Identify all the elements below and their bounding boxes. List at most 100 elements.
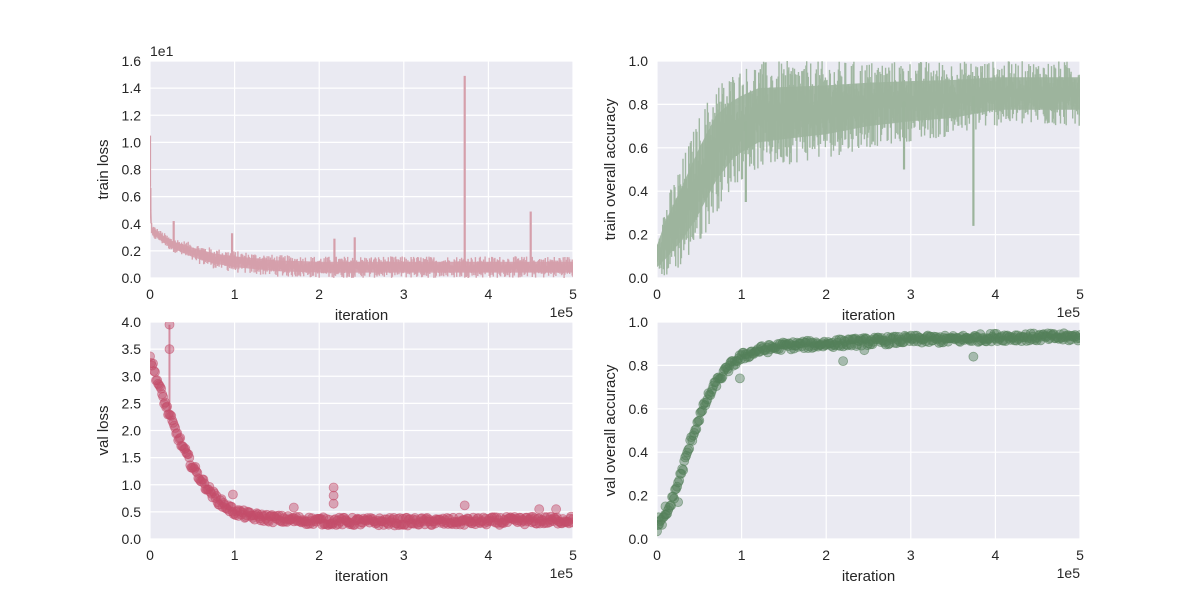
- y-tick-label: 0.0: [122, 531, 142, 547]
- data-point-outlier: [534, 504, 545, 515]
- x-tick-label: 0: [146, 286, 154, 302]
- data-point: [679, 456, 690, 467]
- data-point: [158, 391, 169, 402]
- data-point-outlier: [227, 489, 238, 500]
- y-tick-label: 0.4: [122, 216, 142, 232]
- y-tick-label: 0.0: [629, 531, 649, 547]
- y-tick-label: 0.2: [122, 243, 142, 259]
- x-exponent-label: 1e5: [1057, 304, 1081, 320]
- x-exponent-label: 1e5: [550, 565, 574, 581]
- x-tick-label: 4: [992, 547, 1000, 563]
- x-tick-label: 3: [907, 547, 915, 563]
- data-point: [226, 501, 237, 512]
- data-point: [180, 443, 191, 454]
- data-point-outlier: [657, 512, 664, 523]
- series-train-loss: [150, 75, 573, 278]
- data-point-outlier: [328, 498, 339, 509]
- y-axis-label: val overall accuracy: [602, 364, 619, 496]
- y-exponent-label: 1e1: [150, 43, 174, 59]
- x-tick-label: 1: [738, 547, 746, 563]
- y-tick-label: 0.0: [122, 270, 142, 286]
- x-tick-label: 2: [315, 547, 323, 563]
- x-tick-label: 5: [569, 547, 577, 563]
- x-tick-label: 5: [569, 286, 577, 302]
- x-axis-label: iteration: [842, 568, 895, 585]
- y-tick-label: 1.4: [122, 80, 142, 96]
- y-tick-label: 0.4: [629, 183, 649, 199]
- y-tick-label: 1.5: [122, 450, 142, 466]
- x-tick-label: 0: [653, 286, 661, 302]
- x-tick-label: 5: [1076, 547, 1084, 563]
- x-exponent-label: 1e5: [550, 304, 574, 320]
- x-tick-label: 4: [992, 286, 1000, 302]
- x-tick-label: 3: [400, 286, 408, 302]
- x-tick-label: 5: [1076, 286, 1084, 302]
- x-axis-label: iteration: [335, 307, 388, 324]
- y-axis-label: val loss: [95, 405, 112, 455]
- x-tick-label: 2: [315, 286, 323, 302]
- y-tick-label: 2.5: [122, 395, 142, 411]
- y-tick-label: 0.2: [629, 488, 649, 504]
- y-tick-label: 1.2: [122, 107, 142, 123]
- data-point-outlier: [459, 500, 470, 511]
- x-tick-label: 0: [146, 547, 154, 563]
- y-tick-label: 3.5: [122, 341, 142, 357]
- data-point-outlier: [735, 373, 745, 384]
- data-point-outlier: [660, 501, 671, 512]
- y-tick-label: 0.6: [629, 401, 649, 417]
- y-tick-label: 2.0: [122, 423, 142, 439]
- data-point-outlier: [288, 502, 299, 513]
- y-axis-label: train overall accuracy: [602, 98, 619, 240]
- x-tick-label: 1: [231, 286, 239, 302]
- data-point: [184, 452, 195, 463]
- data-point-outlier: [328, 482, 339, 493]
- y-tick-label: 1.0: [629, 314, 649, 330]
- panel-train-acc: 0 1 2 3 4 5 0.0 0.2 0.4 0.6 0.8 1.0 iteration train o…: [602, 53, 1084, 324]
- data-point: [183, 449, 194, 460]
- data-point-outlier: [838, 356, 848, 367]
- y-tick-label: 0.2: [629, 227, 649, 243]
- y-axis-label: train loss: [95, 139, 112, 199]
- data-point: [716, 373, 727, 384]
- data-point: [175, 432, 186, 443]
- y-tick-label: 1.0: [122, 477, 142, 493]
- x-tick-label: 4: [485, 286, 493, 302]
- x-tick-label: 1: [738, 286, 746, 302]
- data-point: [568, 514, 573, 524]
- data-point-outlier: [859, 345, 870, 356]
- x-tick-label: 3: [907, 286, 915, 302]
- y-tick-label: 0.0: [629, 270, 649, 286]
- panel-val-loss: 0 1 2 3 4 5 0.0 0.5 1.0 1.5 2.0 2.5 3.0 3.5 4.0 iterati…: [95, 314, 577, 585]
- data-point: [150, 366, 159, 376]
- y-tick-label: 0.8: [629, 357, 649, 373]
- data-point-outlier: [673, 497, 683, 508]
- series-train-acc: [657, 61, 1080, 276]
- data-point: [172, 428, 183, 439]
- series-val-loss: [150, 322, 573, 531]
- data-point: [678, 465, 689, 476]
- x-tick-label: 3: [400, 547, 408, 563]
- x-tick-label: 2: [822, 547, 830, 563]
- panel-train-loss: 0 1 2 3 4 5 0.0 0.2 0.4 0.6 0.8 1.0 1.2 1.4 1.6 iterati…: [95, 43, 577, 324]
- y-tick-label: 3.0: [122, 368, 142, 384]
- series-val-acc: [657, 328, 1080, 537]
- data-point: [1075, 330, 1080, 340]
- y-tick-label: 1.0: [629, 53, 649, 69]
- x-tick-label: 2: [822, 286, 830, 302]
- data-point: [198, 474, 209, 485]
- data-point-outlier: [328, 490, 339, 501]
- y-tick-label: 0.5: [122, 504, 142, 520]
- y-tick-label: 0.8: [629, 96, 649, 112]
- data-point-outlier: [968, 351, 979, 362]
- x-exponent-label: 1e5: [1057, 565, 1081, 581]
- y-tick-label: 4.0: [122, 314, 142, 330]
- x-tick-label: 0: [653, 547, 661, 563]
- y-tick-label: 0.8: [122, 162, 142, 178]
- x-axis-label: iteration: [335, 568, 388, 585]
- data-point-outlier: [551, 504, 561, 515]
- y-tick-label: 1.0: [122, 134, 142, 150]
- y-tick-label: 0.4: [629, 444, 649, 460]
- band-core-train-acc: [657, 77, 1080, 268]
- y-tick-label: 0.6: [122, 189, 142, 205]
